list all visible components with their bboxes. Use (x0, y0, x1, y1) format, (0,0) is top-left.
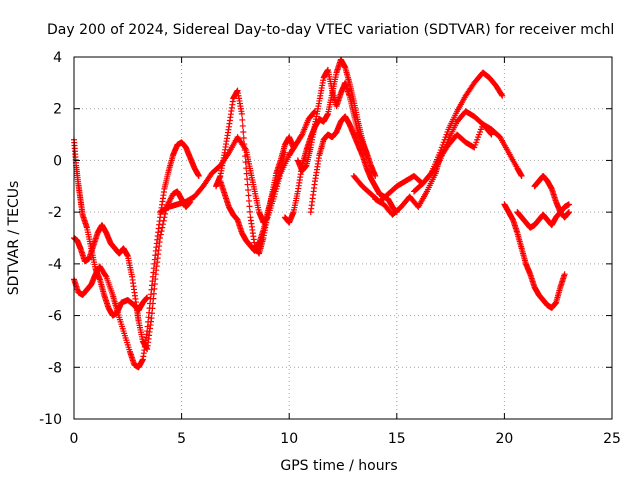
grid (74, 57, 612, 419)
data-point (242, 159, 249, 166)
data-point (243, 165, 250, 172)
data-point (244, 181, 251, 188)
y-tick-label: -10 (39, 412, 62, 428)
data-point (565, 209, 572, 216)
data-point (372, 172, 379, 179)
axis-ticks: 0 5 10 15 20 25 -10 -8 -6 -4 -2 0 2 4 (39, 50, 621, 447)
data-point (488, 131, 495, 138)
data-point (565, 201, 572, 208)
data-point (195, 172, 202, 179)
series-sat-a (71, 188, 194, 353)
y-tick-label: -8 (48, 360, 62, 376)
data-point (245, 192, 252, 199)
data-point (239, 122, 246, 129)
y-tick-label: 4 (53, 50, 62, 66)
series-sat-i (307, 113, 400, 216)
x-axis-label: GPS time / hours (280, 458, 397, 474)
y-tick-label: 2 (53, 102, 62, 118)
y-tick-label: 0 (53, 153, 62, 169)
y-tick-label: -2 (48, 205, 62, 221)
data-point (281, 149, 288, 156)
plot-frame (73, 56, 613, 420)
data-point (487, 130, 494, 137)
data-point (246, 203, 253, 210)
y-tick-label: -6 (48, 309, 62, 325)
x-tick-label: 20 (495, 431, 513, 447)
series-sat-o (531, 172, 572, 221)
data-point (241, 141, 248, 148)
series-sat-l (411, 108, 495, 195)
series-sat-h (294, 66, 379, 179)
data-point (518, 172, 525, 179)
series-sat-f (217, 149, 288, 254)
series-sat-c (71, 139, 202, 371)
data-point (240, 135, 247, 142)
x-tick-label: 5 (177, 431, 186, 447)
x-tick-label: 15 (388, 431, 406, 447)
data-point (144, 294, 151, 301)
series-sat-e (213, 87, 297, 257)
data-point (246, 197, 253, 204)
data-point (238, 110, 245, 117)
data-point (241, 147, 248, 154)
y-tick-label: -4 (48, 257, 62, 273)
data-point (242, 153, 249, 160)
series-sat-m (501, 201, 568, 311)
x-tick-label: 10 (280, 431, 298, 447)
data-point (499, 92, 506, 99)
data-point (290, 144, 297, 151)
data-point (561, 271, 568, 278)
data-points (71, 56, 572, 371)
data-point (243, 170, 250, 177)
data-point (102, 272, 109, 279)
data-point (159, 224, 166, 231)
data-point (246, 208, 253, 215)
x-tick-label: 25 (603, 431, 621, 447)
data-point (245, 187, 252, 194)
x-tick-label: 0 (70, 431, 79, 447)
data-point (240, 128, 247, 135)
data-point (498, 91, 505, 98)
chart-title: Day 200 of 2024, Sidereal Day-to-day VTE… (47, 22, 614, 38)
data-point (244, 176, 251, 183)
y-axis-label: SDTVAR / TECUs (6, 181, 22, 296)
data-point (239, 116, 246, 123)
